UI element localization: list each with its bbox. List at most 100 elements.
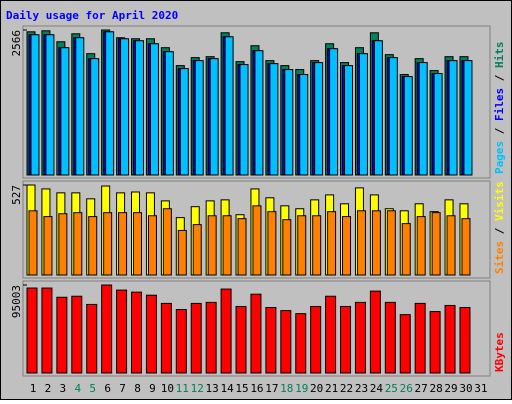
bar [354, 301, 366, 374]
bar [26, 287, 38, 374]
legend-entry: Files [493, 88, 506, 121]
chart-title: Daily usage for April 2020 [6, 9, 178, 22]
bar [310, 305, 322, 374]
bar [162, 208, 172, 276]
bar [297, 215, 307, 276]
bar [160, 302, 172, 374]
bar [340, 305, 352, 374]
bar [145, 294, 157, 374]
bar [118, 212, 128, 276]
bar [88, 216, 98, 276]
bar [295, 313, 307, 374]
legend-entry: KBytes [493, 332, 506, 372]
bar [86, 303, 98, 374]
bar [344, 65, 354, 176]
bar [71, 295, 83, 374]
legend-entry: Visits [493, 181, 506, 221]
legend-entry: Sites [493, 241, 506, 274]
bar [446, 215, 456, 276]
legend-separator: / [493, 221, 506, 241]
bar [399, 314, 411, 374]
bar [45, 34, 55, 176]
x-tick-label: 2 [45, 382, 52, 395]
x-tick-label: 9 [149, 382, 156, 395]
bar [90, 58, 100, 176]
bar [147, 215, 157, 276]
bar [239, 64, 249, 176]
bar [461, 218, 471, 276]
bar [75, 37, 85, 176]
legend: Sites / Visits [493, 181, 506, 274]
bar [433, 73, 443, 176]
bar [235, 305, 247, 374]
bar [222, 215, 232, 276]
bar [209, 58, 219, 176]
x-tick-label: 14 [220, 382, 234, 395]
x-tick-label: 7 [119, 382, 126, 395]
bar [41, 287, 53, 374]
x-tick-label: 8 [134, 382, 141, 395]
x-tick-label: 4 [74, 382, 81, 395]
x-tick-label: 18 [280, 382, 293, 395]
bar [371, 210, 381, 276]
bar [314, 62, 324, 176]
bar [101, 284, 113, 374]
bar [205, 301, 217, 374]
bar [120, 38, 130, 176]
bar [463, 60, 473, 176]
bar [448, 60, 458, 176]
bar [43, 216, 53, 276]
bar [282, 219, 292, 276]
legend-entry: Hits [493, 42, 506, 69]
x-tick-label: 5 [89, 382, 96, 395]
bar [369, 290, 381, 374]
bar [325, 295, 337, 374]
bar [58, 213, 68, 276]
x-tick-label: 27 [415, 382, 428, 395]
bar [60, 47, 70, 176]
bar [149, 43, 159, 176]
bar [416, 216, 426, 276]
bar [194, 60, 204, 176]
x-tick-label: 3 [60, 382, 67, 395]
x-tick-label: 26 [400, 382, 413, 395]
x-tick-label: 12 [191, 382, 204, 395]
bar [30, 34, 40, 176]
bar [103, 212, 113, 276]
x-tick-label: 11 [176, 382, 189, 395]
legend-separator: / [493, 121, 506, 141]
bar [358, 53, 368, 176]
bar [284, 69, 294, 176]
legend: KBytes [493, 332, 506, 372]
bar [267, 211, 277, 276]
bar [179, 68, 189, 176]
bar [135, 40, 145, 176]
x-tick-label: 15 [235, 382, 248, 395]
bar [207, 215, 217, 276]
bar [56, 296, 68, 374]
x-tick-label: 24 [370, 382, 384, 395]
bar [388, 57, 398, 176]
y-tick-label: 95003 [10, 285, 23, 318]
bar [192, 224, 202, 276]
bar [280, 310, 292, 374]
bar [373, 40, 383, 176]
bar [299, 74, 309, 176]
bar [131, 291, 143, 374]
bar [329, 48, 339, 176]
bar [431, 212, 441, 276]
x-tick-label: 23 [355, 382, 368, 395]
x-tick-label: 20 [310, 382, 323, 395]
bar [269, 63, 279, 176]
x-tick-label: 29 [444, 382, 457, 395]
y-tick-label: 527 [10, 185, 23, 205]
bar [403, 76, 413, 176]
x-tick-label: 25 [385, 382, 398, 395]
bar [164, 51, 174, 176]
bar [418, 62, 428, 176]
legend-entry: Pages [493, 141, 506, 174]
bar [250, 293, 262, 374]
bar [312, 215, 322, 276]
bar [175, 309, 187, 374]
bar [265, 306, 277, 374]
